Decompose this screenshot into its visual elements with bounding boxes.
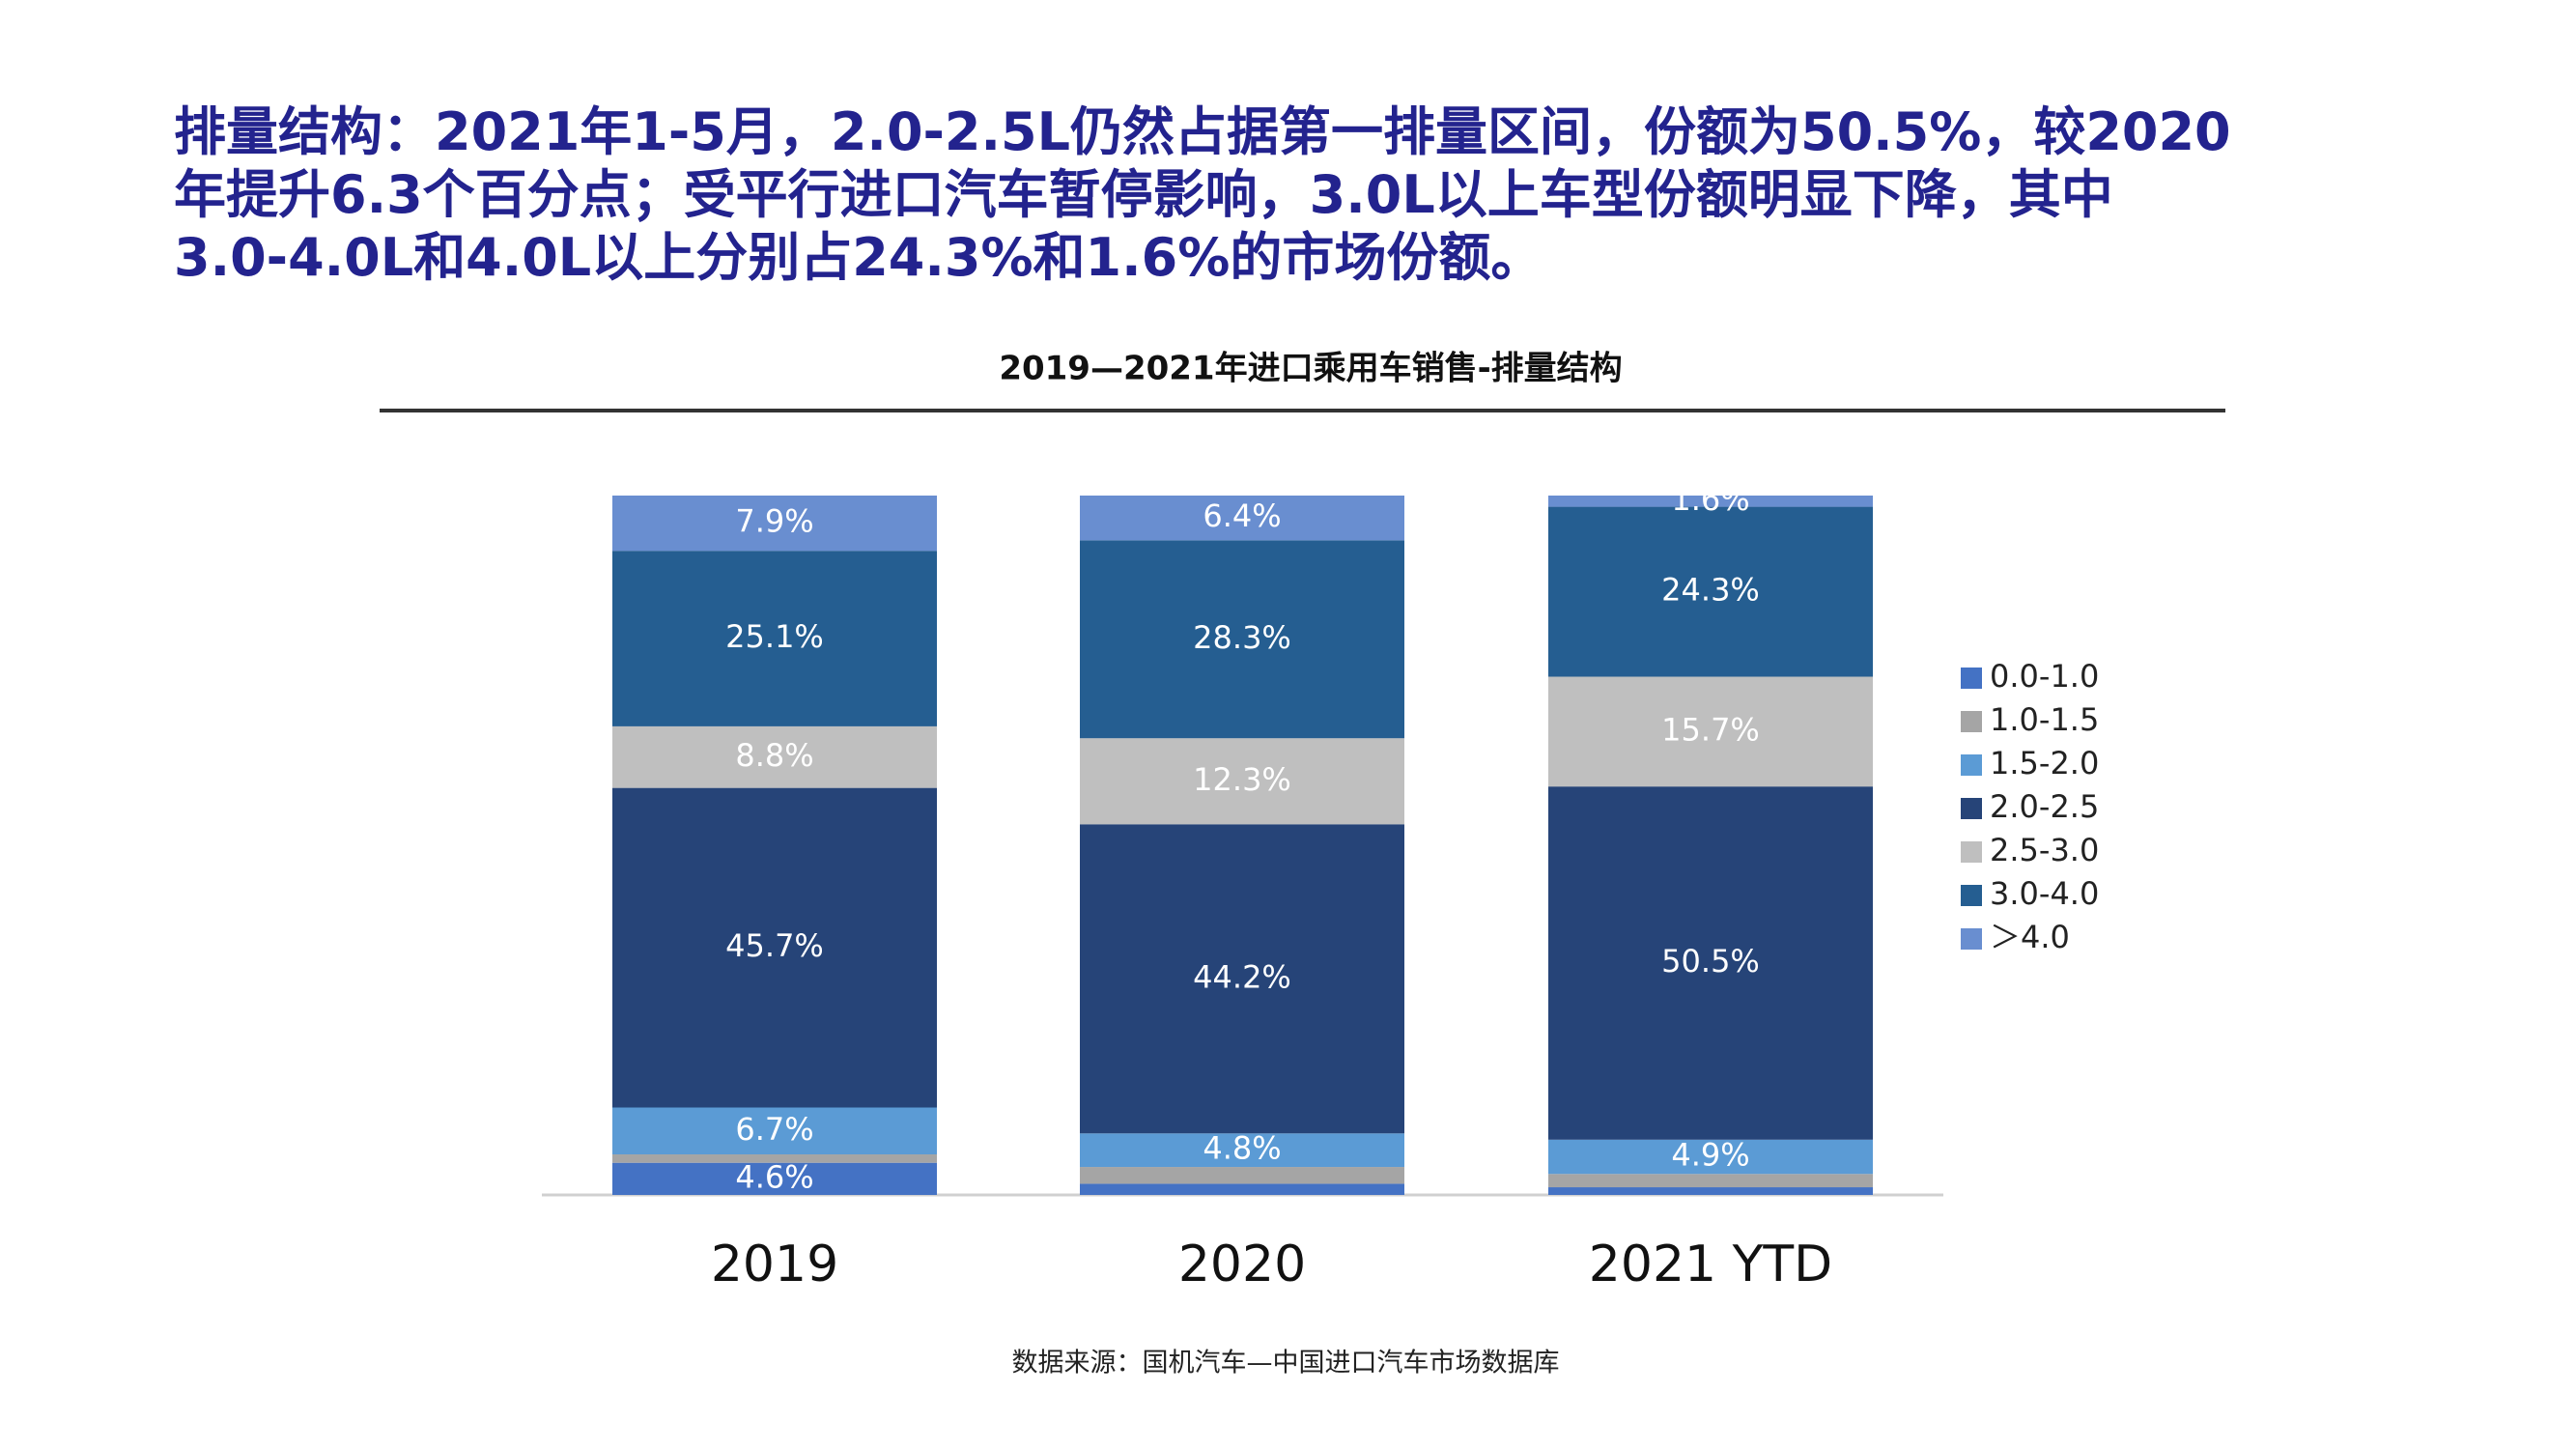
bar-segment [1548, 1187, 1873, 1195]
bar-segment [612, 496, 937, 552]
legend-swatch [1961, 754, 1982, 776]
legend-label: 2.0-2.5 [1990, 788, 2099, 825]
bar-segment [1080, 496, 1404, 541]
x-tick-label: 2019 [711, 1236, 838, 1293]
bar-segment [1080, 540, 1404, 739]
legend-label: 2.5-3.0 [1990, 832, 2099, 868]
bar-segment [1080, 738, 1404, 825]
value-label: 7.9% [735, 503, 813, 540]
bar-segment [612, 1154, 937, 1163]
value-label: 15.7% [1661, 711, 1760, 748]
legend-label: 1.0-1.5 [1990, 701, 2099, 738]
bar-segment [1080, 1167, 1404, 1184]
bar-segment [612, 725, 937, 788]
heading-line: 年提升6.3个百分点；受平行进口汽车暂停影响，3.0L以上车型份额明显下降，其中 [174, 164, 2113, 225]
bar-segment [612, 787, 937, 1108]
source-note: 数据来源：国机汽车—中国进口汽车市场数据库 [1012, 1349, 1560, 1378]
value-label: 4.8% [1203, 1130, 1281, 1167]
value-label: 4.6% [735, 1158, 813, 1195]
value-label: 44.2% [1193, 958, 1291, 995]
value-label: 6.4% [1203, 497, 1281, 534]
bar-segment [1548, 1174, 1873, 1188]
bar-segment [1548, 786, 1873, 1140]
value-label: 25.1% [725, 618, 824, 655]
legend-swatch [1961, 711, 1982, 732]
legend-label: ＞4.0 [1990, 919, 2070, 955]
bar-segment [1080, 1183, 1404, 1195]
legend-swatch [1961, 798, 1982, 819]
value-label: 50.5% [1661, 943, 1760, 980]
legend-label: 0.0-1.0 [1990, 658, 2099, 695]
bar-segment [1548, 676, 1873, 787]
legend-swatch [1961, 885, 1982, 906]
chart-title: 2019—2021年进口乘用车销售-排量结构 [999, 350, 1622, 388]
legend-label: 1.5-2.0 [1990, 745, 2099, 781]
value-label: 12.3% [1193, 761, 1291, 798]
heading-line: 排量结构：2021年1-5月，2.0-2.5L仍然占据第一排量区间，份额为50.… [174, 101, 2231, 162]
bar-segment [1548, 496, 1873, 507]
value-label: 28.3% [1193, 619, 1291, 656]
x-tick-label: 2020 [1178, 1236, 1306, 1293]
value-label: 45.7% [725, 927, 824, 964]
bar-segment [1080, 1133, 1404, 1168]
bar-segment [1548, 506, 1873, 677]
bar-segment [612, 1107, 937, 1155]
x-tick-label: 2021 YTD [1589, 1236, 1832, 1293]
bar-segment [1080, 824, 1404, 1134]
bar-segment [1548, 1139, 1873, 1175]
value-label: 1.6% [1671, 481, 1749, 518]
legend-swatch [1961, 928, 1982, 950]
heading-line: 3.0-4.0L和4.0L以上分别占24.3%和1.6%的市场份额。 [174, 227, 1543, 288]
legend-label: 3.0-4.0 [1990, 875, 2099, 912]
value-label: 4.9% [1671, 1137, 1749, 1174]
legend-swatch [1961, 841, 1982, 863]
value-label: 24.3% [1661, 572, 1760, 609]
legend-swatch [1961, 668, 1982, 689]
value-label: 8.8% [735, 737, 813, 774]
bar-segment [612, 1162, 937, 1195]
bar-segment [612, 551, 937, 726]
value-label: 6.7% [735, 1111, 813, 1148]
